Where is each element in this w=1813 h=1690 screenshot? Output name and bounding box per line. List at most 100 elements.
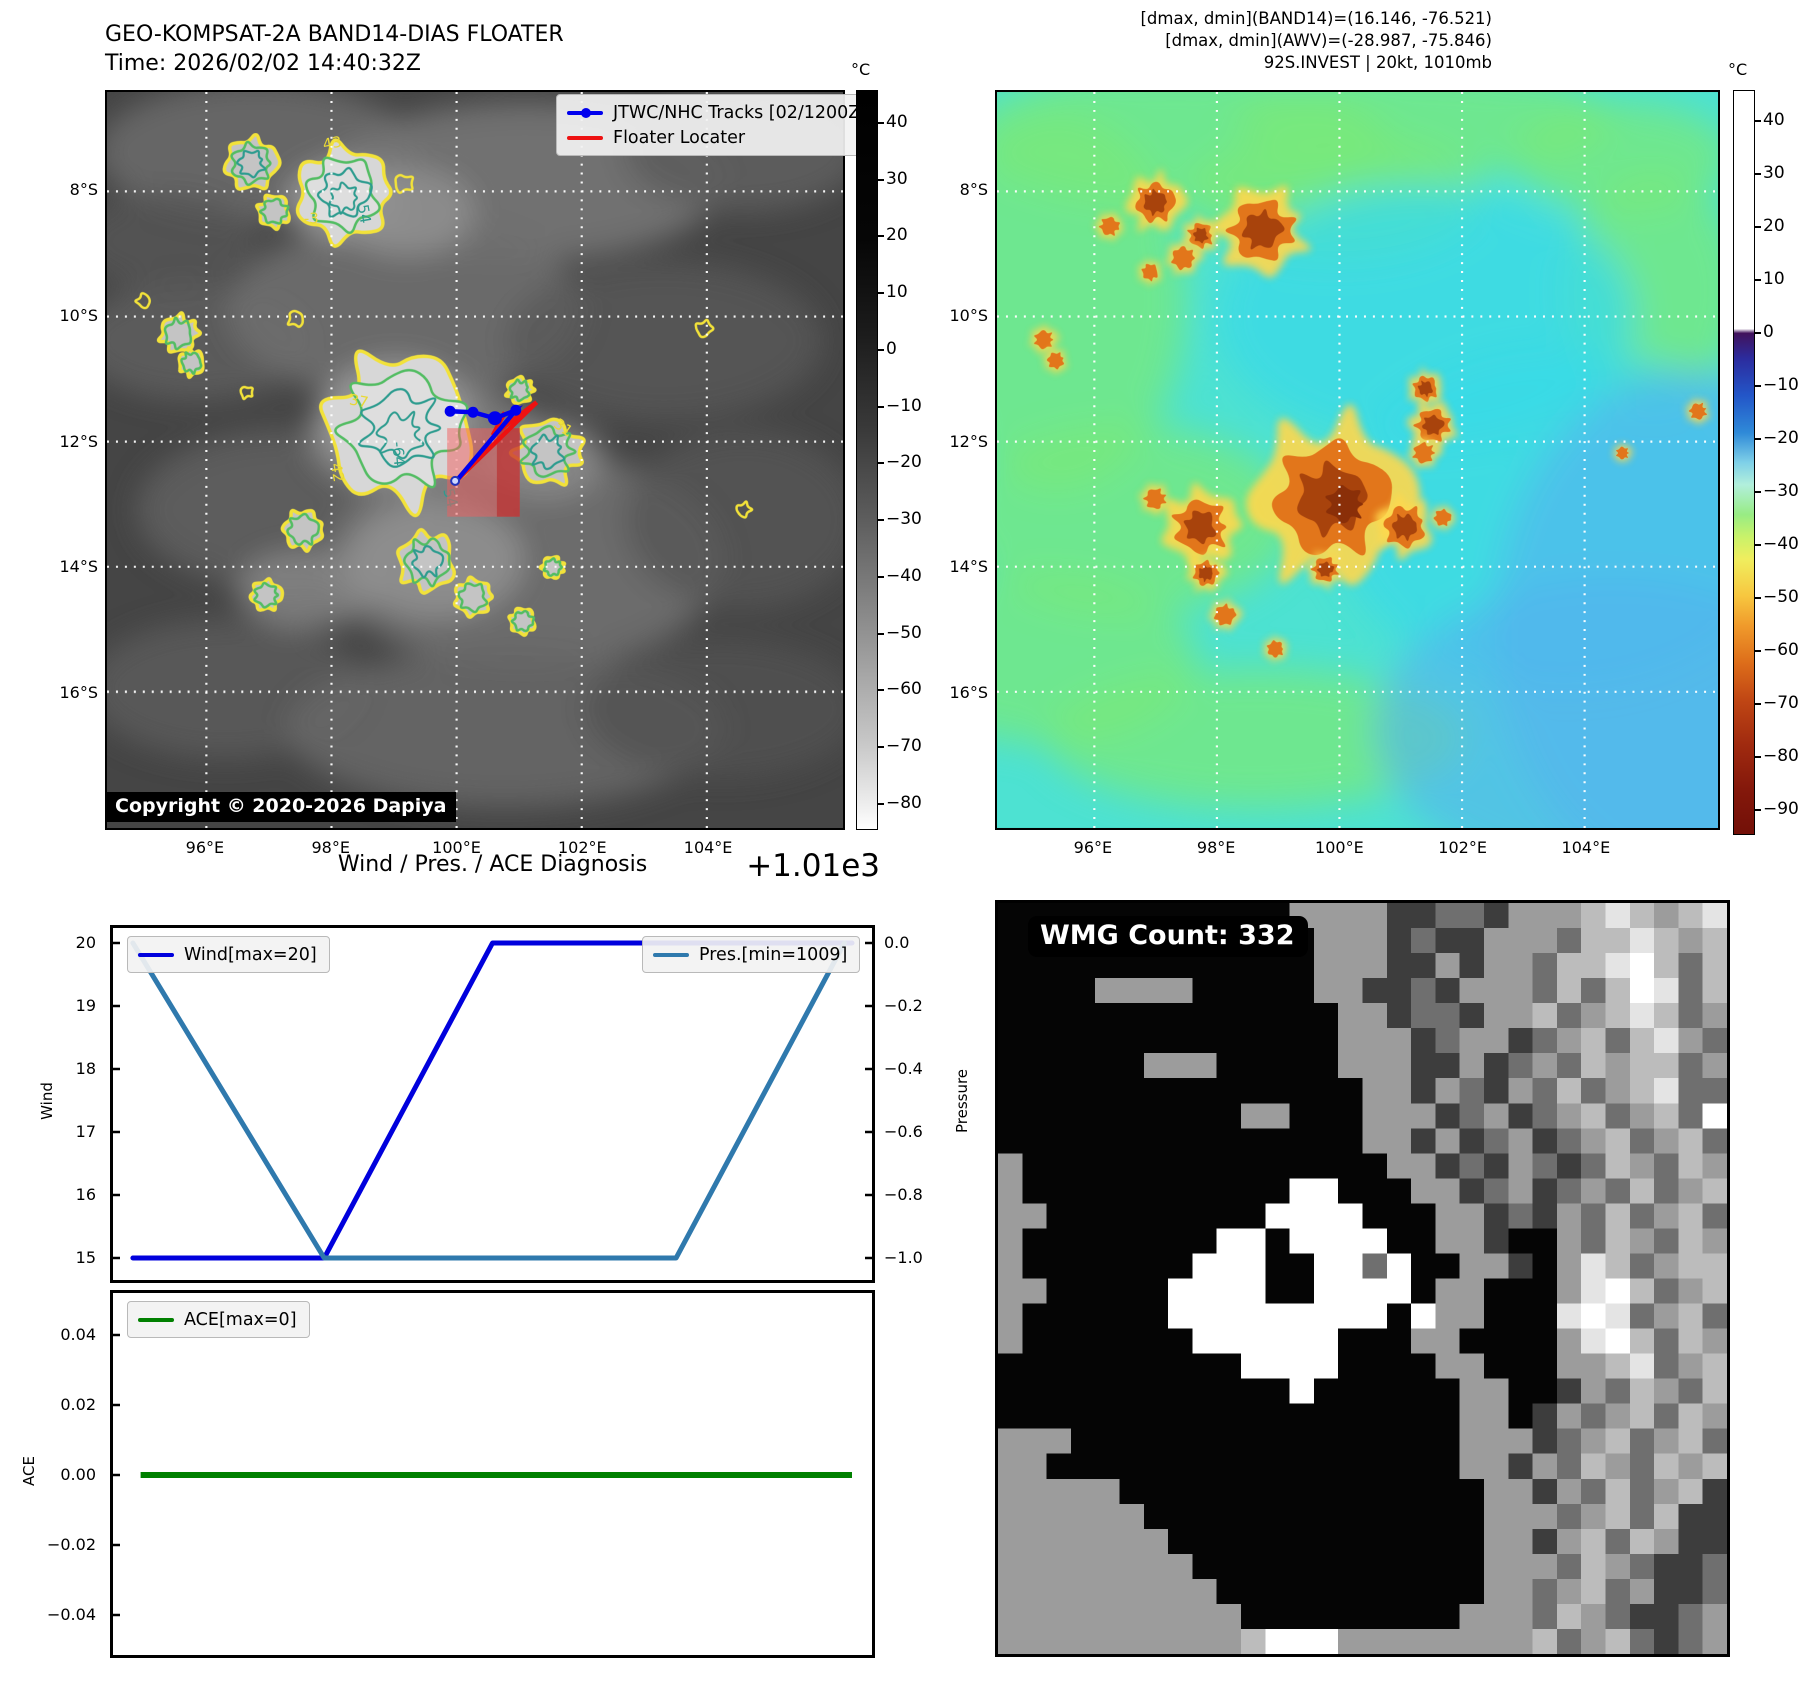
lat-tick: 10°S [949,305,988,325]
map-legend: JTWC/NHC Tracks [02/1200Z] Floater Locat… [556,94,867,156]
pres-legend-label: Pres.[min=1009] [699,944,848,965]
copyright-badge: Copyright © 2020-2026 Dapiya [107,792,457,822]
lat-tick: 16°S [949,683,988,703]
lat-tick: 14°S [949,557,988,577]
right-colorbar-ticks: 40 30 20 10 0 −10 −20 −30 −40 −50 −60 −70 −80 −90 [1733,90,1799,835]
page-title: GEO-KOMPSAT-2A BAND14-DIAS FLOATER [105,22,564,47]
band14-lat-axis: 8°S 10°S 12°S 14°S 16°S [30,90,102,830]
colorbar-tick: 10 [1763,268,1785,289]
colorbar-tick: −50 [1763,586,1799,607]
colorbar-tick: −10 [886,395,922,416]
lon-tick: 102°E [1438,838,1487,857]
colorbar-tick: −50 [886,622,922,643]
wmg-count-badge: WMG Count: 332 [1028,916,1309,957]
band14-lon-axis: 96°E 98°E 100°E 102°E 104°E [105,838,845,860]
ace-chart [110,1290,875,1662]
ace-legend-label: ACE[max=0] [184,1309,297,1330]
lon-tick: 100°E [432,838,481,857]
lat-tick: 12°S [59,431,98,451]
colorbar-tick: −30 [886,509,922,530]
wind-legend: Wind[max=20] [127,936,330,973]
lon-tick: 100°E [1315,838,1364,857]
diagnosis-title: Wind / Pres. / ACE Diagnosis [337,852,648,877]
left-colorbar-ticks: 40 30 20 10 0 −10 −20 −30 −40 −50 −60 −70 −80 [856,90,922,830]
wmg-pixel-image [998,903,1727,1654]
colorbar-tick: −60 [886,679,922,700]
lon-tick: 98°E [311,838,350,857]
legend-track-label: JTWC/NHC Tracks [02/1200Z] [613,102,868,123]
awv-lat-axis: 8°S 10°S 12°S 14°S 16°S [920,90,992,830]
colorbar-tick: −30 [1763,480,1799,501]
svg-text:-64: -64 [388,441,408,467]
right-colorbar [1733,90,1755,835]
awv-satellite-image [897,67,1813,888]
colorbar-tick: −20 [886,452,922,473]
band14-range: [dmax, dmin](BAND14)=(16.146, -76.521) [1140,9,1492,28]
header-stats: [dmax, dmin](BAND14)=(16.146, -76.521) [… [900,8,1492,74]
lon-tick: 96°E [1073,838,1113,857]
legend-floater-label: Floater Locater [613,127,746,148]
svg-text:54: 54 [354,203,375,225]
colorbar-tick: −80 [886,792,922,813]
colorbar-tick: 30 [886,168,908,189]
left-colorbar [856,90,878,830]
legend-track: JTWC/NHC Tracks [02/1200Z] [567,100,867,125]
colorbar-tick: −40 [886,565,922,586]
colorbar-tick: −70 [886,736,922,756]
pressure-line-icon [653,952,689,957]
track-line-icon [567,107,603,118]
lon-tick: 98°E [1196,838,1236,857]
ace-axis-ticks: 0.04 0.02 0.00 −0.02 −0.04 [46,1325,96,1624]
ace-axis-label: ACE [19,1456,38,1486]
colorbar-tick: −40 [1763,533,1799,554]
wind-axis-label: Wind [37,1082,56,1120]
lon-tick: 104°E [1561,838,1611,857]
colorbar-tick: 40 [1763,109,1785,130]
wind-axis-ticks: 20 19 18 17 16 15 [75,933,96,1267]
wind-pressure-chart [110,925,875,1287]
pressure-axis-label: Pressure [953,1068,972,1134]
lat-tick: 8°S [69,179,98,199]
colorbar-tick: −90 [1763,798,1799,819]
colorbar-tick: 30 [1763,162,1785,183]
left-colorbar-unit: °C [851,60,871,79]
timestamp: Time: 2026/02/02 14:40:32Z [105,51,421,76]
wind-legend-label: Wind[max=20] [184,944,317,965]
colorbar-tick: −20 [1763,427,1799,448]
colorbar-tick: 20 [1763,215,1785,236]
colorbar-tick: 0 [1763,321,1774,342]
floater-line-icon [567,135,603,140]
lon-tick: 96°E [185,838,225,857]
right-colorbar-unit: °C [1728,60,1748,79]
wind-line-icon [138,952,174,957]
lat-tick: 16°S [59,683,98,703]
lon-tick: 102°E [557,838,607,857]
wmg-pixel-panel [995,900,1730,1657]
colorbar-tick: 40 [886,111,908,132]
colorbar-tick: 10 [886,282,908,303]
awv-lon-axis: 96°E 98°E 100°E 102°E 104°E [995,838,1720,860]
pressure-axis-ticks: 0.0 −0.2 −0.4 −0.6 −0.8 −1.0 [884,933,923,1267]
lat-tick: 8°S [959,179,988,199]
pressure-offset-label: +1.01e3 [746,848,880,884]
colorbar-tick: 20 [886,225,908,246]
legend-floater: Floater Locater [567,125,849,150]
awv-map-panel [897,67,1813,888]
storm-id: 92S.INVEST | 20kt, 1010mb [1263,53,1492,72]
ace-line-icon [138,1317,174,1322]
colorbar-tick: −70 [1763,692,1799,713]
awv-range: [dmax, dmin](AWV)=(-28.987, -75.846) [1165,31,1492,50]
pres-legend: Pres.[min=1009] [642,936,861,973]
lat-tick: 14°S [59,557,98,577]
svg-text:37: 37 [348,391,370,412]
colorbar-tick: −10 [1763,374,1799,395]
svg-text:42: 42 [327,462,348,484]
lat-tick: 10°S [59,305,98,325]
lon-tick: 104°E [683,838,733,857]
lat-tick: 12°S [949,431,988,451]
ace-legend: ACE[max=0] [127,1301,310,1338]
svg-text:-3: -3 [304,209,319,227]
